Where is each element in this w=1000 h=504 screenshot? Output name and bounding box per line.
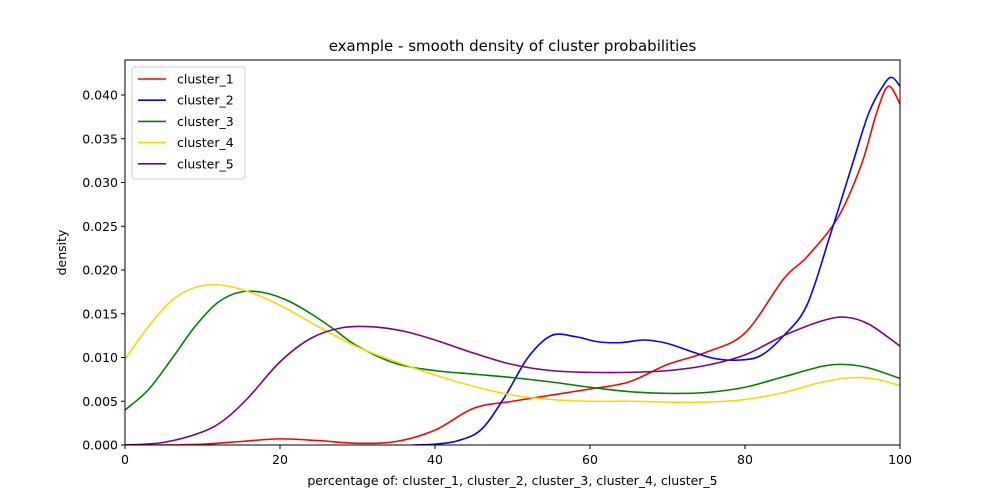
x-axis-ticks: 0 20 40 60 80 100 [121,445,912,467]
x-tick-label: 60 [582,452,598,467]
legend: cluster_1 cluster_2 cluster_3 cluster_4clus… [131,66,246,180]
y-tick-label: 0.035 [82,131,118,146]
x-tick-label: 20 [272,452,288,467]
legend-label: cluster_5 [177,156,234,171]
y-tick-label: 0.010 [82,350,118,365]
legend-box [131,66,246,180]
legend-label: cluster_1 [177,72,234,87]
x-tick-label: 80 [737,452,753,467]
legend-label: cluster_4 [177,135,234,150]
series-line-cluster-2 [411,76,900,445]
series-line-cluster-5 [125,316,900,445]
y-axis-ticks: 0.000 0.005 0.010 0.015 0.020 0.025 0.030 0.035… [82,88,125,453]
plot-lines [125,76,900,445]
x-axis-label: percentage of: cluster_1, cluster_2, clu… [307,473,717,488]
x-tick-label: 40 [427,452,443,467]
legend-label: cluster_3 [177,114,234,129]
legend-label: cluster_2 [177,93,234,108]
series-line-cluster-4 [125,283,900,404]
y-tick-label: 0.005 [82,394,118,409]
y-tick-label: 0.025 [82,219,118,234]
chart-title: example - smooth density of cluster prob… [329,37,697,55]
y-tick-label: 0.040 [82,88,118,103]
y-axis-label: density [54,229,69,275]
x-tick-label: 100 [888,452,912,467]
x-tick-label: 0 [121,452,129,467]
y-tick-label: 0.020 [82,263,118,278]
series-line-cluster-3 [125,290,900,411]
y-tick-label: 0.000 [82,438,118,453]
plot-frame [124,59,901,446]
y-tick-label: 0.030 [82,175,118,190]
series-line-cluster-1 [125,85,900,445]
y-tick-label: 0.015 [82,306,118,321]
